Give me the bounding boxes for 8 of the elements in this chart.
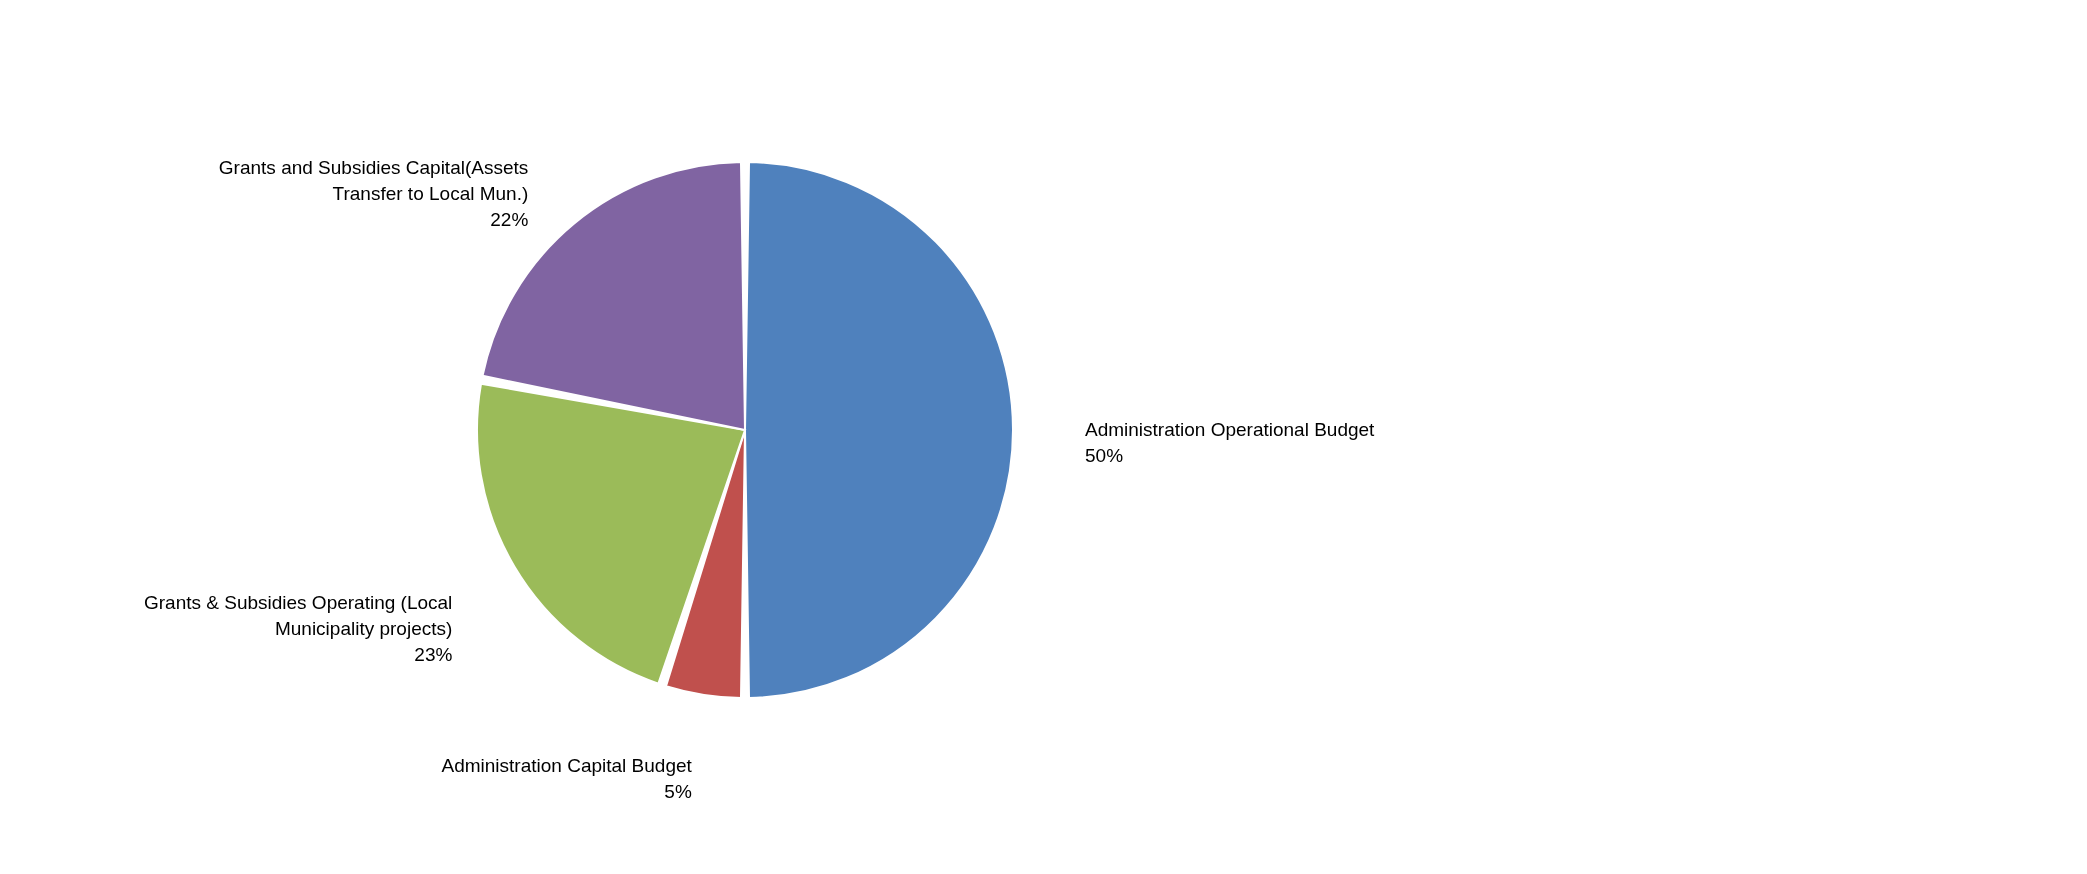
- slice-label: Administration Capital Budget: [441, 754, 693, 776]
- data-label: 5%: [664, 780, 692, 802]
- slice-label: Grants & Subsidies Operating (Local Municipality projects): [143, 592, 453, 640]
- data-label: 50%: [1085, 445, 1124, 466]
- data-label: 23%: [414, 644, 453, 666]
- data-label: 22%: [490, 209, 529, 231]
- slice-label: Grants and Subsidies Capital(Assets Transfer to Local Mun.): [218, 157, 529, 205]
- slice-label: Administration Operational Budget: [1085, 419, 1376, 440]
